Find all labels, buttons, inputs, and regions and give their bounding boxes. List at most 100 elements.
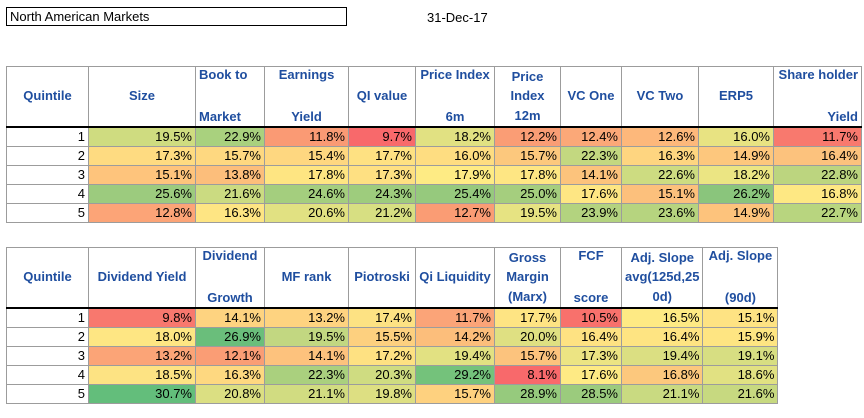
value-cell: 24.3% <box>348 183 416 204</box>
column-header-line: Book to <box>199 67 248 83</box>
column-header-line: (Marx) <box>507 288 547 304</box>
value-cell: 16.8% <box>620 364 704 385</box>
table-row: 1 9.8% 14.1% 13.2% 17.4% 11.7% 17.7% 10.5% 16.5%… <box>6 307 779 328</box>
value-cell: 13.2% <box>264 307 349 328</box>
column-header: Price Index 6m <box>415 66 495 128</box>
column-header: Dividend Growth <box>195 247 265 309</box>
value-cell: 14.9% <box>698 202 774 223</box>
quintile-cell: 2 <box>6 145 89 166</box>
column-header-line: Piotroski <box>354 269 410 285</box>
column-header-line: Dividend <box>202 248 258 264</box>
value-cell: 17.9% <box>415 164 495 185</box>
value-cell: 23.9% <box>560 202 622 223</box>
value-cell: 17.8% <box>494 164 561 185</box>
column-header-line: Adj. Slope <box>630 249 694 265</box>
value-cell: 12.1% <box>195 345 265 366</box>
report-date: 31-Dec-17 <box>427 10 488 25</box>
column-header: VC Two <box>621 66 699 128</box>
value-cell: 25.0% <box>494 183 561 204</box>
value-cell: 16.5% <box>620 307 704 328</box>
value-cell: 17.7% <box>494 307 561 328</box>
value-cell: 14.2% <box>415 326 495 347</box>
column-header: Adj. Slope avg(125d,25 0d) <box>620 247 704 309</box>
value-cell: 10.5% <box>560 307 622 328</box>
column-header-line: Quintile <box>23 269 72 285</box>
column-header-line: Size <box>128 88 155 104</box>
value-cell: 8.1% <box>494 364 561 385</box>
value-cell: 17.4% <box>348 307 416 328</box>
value-cell: 22.3% <box>264 364 349 385</box>
value-cell: 19.5% <box>494 202 561 223</box>
value-cell: 17.3% <box>348 164 416 185</box>
value-cell: 12.4% <box>560 126 622 147</box>
value-cell: 12.2% <box>494 126 561 147</box>
header-row: Quintile Size Book to Market Earnings Yield QI… <box>6 66 862 128</box>
quintile-cell: 3 <box>6 345 89 366</box>
quintile-cell: 1 <box>6 126 89 147</box>
table-row: 1 19.5% 22.9% 11.8% 9.7% 18.2% 12.2% 12.4% 12.6%… <box>6 126 862 147</box>
column-header: Earnings Yield <box>264 66 349 128</box>
report-title: North American Markets <box>6 7 347 26</box>
value-cell: 18.6% <box>702 364 779 385</box>
value-cell: 21.6% <box>195 183 265 204</box>
value-cell: 15.7% <box>494 345 561 366</box>
value-cell: 22.9% <box>195 126 265 147</box>
column-header-line: Quintile <box>23 88 72 104</box>
value-cell: 16.0% <box>698 126 774 147</box>
value-cell: 28.5% <box>560 383 622 404</box>
value-cell: 17.6% <box>560 183 622 204</box>
table-row: 3 15.1% 13.8% 17.8% 17.3% 17.9% 17.8% 14.1% 22.6… <box>6 164 862 185</box>
value-cell: 21.1% <box>264 383 349 404</box>
column-header-line: MF rank <box>281 269 332 285</box>
value-cell: 11.7% <box>773 126 862 147</box>
value-cell: 22.8% <box>773 164 862 185</box>
value-cell: 17.3% <box>560 345 622 366</box>
quintile-cell: 2 <box>6 326 89 347</box>
column-header-line: Growth <box>207 290 253 306</box>
value-cell: 12.7% <box>415 202 495 223</box>
value-cell: 17.6% <box>560 364 622 385</box>
value-cell: 12.6% <box>621 126 699 147</box>
column-header-line: Market <box>199 109 241 125</box>
value-cell: 19.5% <box>88 126 196 147</box>
column-header-line: Index <box>510 88 545 104</box>
value-cell: 16.3% <box>195 202 265 223</box>
column-header-line: 0d) <box>652 288 672 304</box>
value-cell: 14.9% <box>698 145 774 166</box>
column-header-line: Share holder <box>778 67 858 83</box>
column-header: Piotroski <box>348 247 416 309</box>
column-header: VC One <box>560 66 622 128</box>
value-cell: 16.3% <box>621 145 699 166</box>
column-header: Book to Market <box>195 66 265 128</box>
column-header-line: avg(125d,25 <box>625 269 700 285</box>
column-header-line: (90d) <box>724 290 756 306</box>
value-cell: 15.7% <box>415 383 495 404</box>
value-cell: 15.4% <box>264 145 349 166</box>
value-cell: 19.4% <box>415 345 495 366</box>
column-header-line: Qi Liquidity <box>419 269 491 285</box>
value-cell: 22.7% <box>773 202 862 223</box>
value-cell: 19.1% <box>702 345 779 366</box>
value-cell: 20.0% <box>494 326 561 347</box>
quintile-cell: 4 <box>6 364 89 385</box>
value-cell: 16.3% <box>195 364 265 385</box>
column-header: Quintile <box>6 66 89 128</box>
quintile-cell: 5 <box>6 383 89 404</box>
value-cell: 11.7% <box>415 307 495 328</box>
value-cell: 25.6% <box>88 183 196 204</box>
value-cell: 14.1% <box>560 164 622 185</box>
value-cell: 15.1% <box>88 164 196 185</box>
quintile-table-2: Quintile Dividend Yield Dividend Growth MF r… <box>6 247 779 404</box>
value-cell: 15.1% <box>702 307 779 328</box>
value-cell: 25.4% <box>415 183 495 204</box>
value-cell: 11.8% <box>264 126 349 147</box>
column-header-line: ERP5 <box>719 88 753 104</box>
value-cell: 13.8% <box>195 164 265 185</box>
column-header-line: Gross <box>508 249 547 265</box>
column-header-line: FCF <box>578 248 604 264</box>
column-header: Gross Margin (Marx) <box>494 247 561 309</box>
column-header-line: Yield <box>827 109 858 125</box>
quintile-cell: 3 <box>6 164 89 185</box>
quintile-table-1: Quintile Size Book to Market Earnings Yield QI… <box>6 66 862 223</box>
table-row: 5 12.8% 16.3% 20.6% 21.2% 12.7% 19.5% 23.9% 23.6… <box>6 202 862 223</box>
